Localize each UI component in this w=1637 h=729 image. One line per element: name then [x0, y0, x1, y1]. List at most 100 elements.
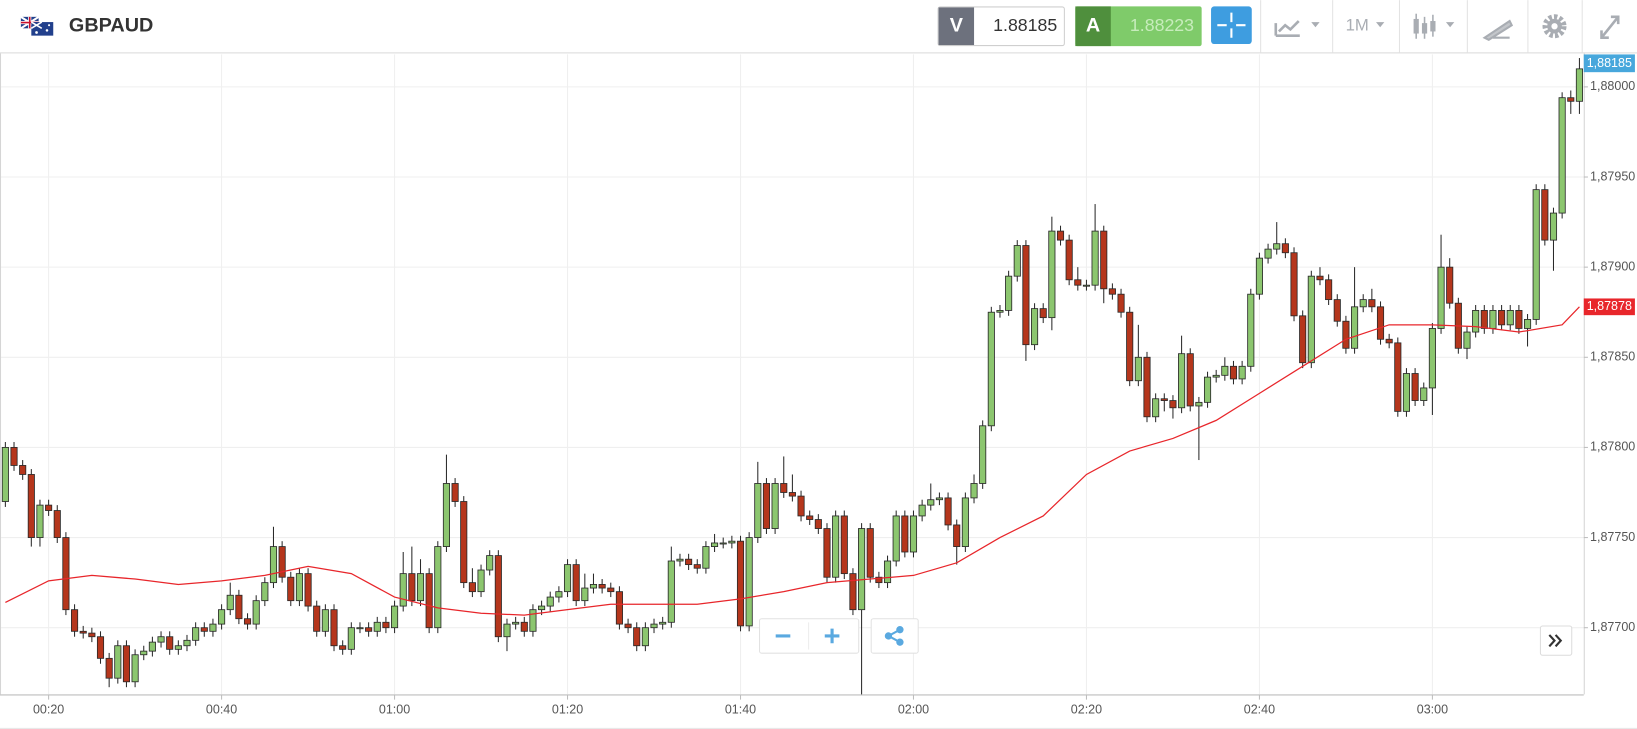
candle-body	[1376, 306, 1385, 340]
candle-body	[10, 447, 18, 466]
candle-body	[53, 510, 61, 538]
candle-body	[892, 515, 900, 562]
candle-body	[330, 609, 338, 647]
candle-body	[1463, 331, 1471, 349]
timeframe-button[interactable]: 1M	[1346, 16, 1385, 35]
candle-body	[736, 540, 745, 627]
candle-body	[45, 504, 53, 511]
candle-body	[563, 564, 572, 593]
candle-body	[486, 555, 494, 571]
candle-body	[1385, 338, 1393, 344]
moving-average-value: 1,87878	[1587, 299, 1632, 313]
candle-body	[114, 645, 122, 679]
candle-body	[1316, 275, 1324, 281]
x-tick-label: 03:00	[1417, 702, 1448, 716]
drawing-button[interactable]	[1482, 19, 1514, 42]
candle-body	[218, 609, 226, 625]
candle-body	[269, 546, 278, 584]
candle-body	[1186, 353, 1194, 407]
toolbar-separators	[1260, 0, 1583, 53]
candle-body	[987, 311, 995, 427]
y-tick-label: 1,87850	[1590, 350, 1635, 364]
candle-body	[572, 564, 580, 602]
candle-body	[1229, 365, 1238, 380]
candle-body	[693, 564, 701, 569]
candle-body	[832, 515, 840, 578]
candle-body	[62, 537, 70, 611]
candle-body	[1567, 97, 1575, 102]
candle-body	[581, 587, 589, 602]
candle-body	[1005, 275, 1013, 311]
candle-body	[1428, 328, 1436, 389]
candle-body	[667, 560, 675, 623]
candle-body	[901, 515, 909, 553]
candle-body	[719, 542, 727, 545]
candle-body	[295, 573, 303, 602]
candle-body	[287, 576, 295, 602]
zoom-in-button[interactable]	[824, 628, 840, 644]
chart-type-button[interactable]	[1413, 13, 1455, 39]
candle-body	[1108, 288, 1116, 295]
y-tick-label: 1,88000	[1590, 79, 1635, 93]
candle-body	[624, 623, 632, 629]
candle-body	[468, 582, 476, 593]
indicators-button[interactable]	[1274, 20, 1320, 37]
sell-button[interactable]: V 1.88185	[937, 6, 1065, 47]
candle-body	[1333, 299, 1341, 322]
candle-body	[650, 623, 658, 629]
candle-body	[1515, 310, 1523, 329]
candle-body	[555, 591, 563, 598]
fullscreen-button[interactable]	[1600, 15, 1620, 40]
candle-body	[1420, 387, 1428, 401]
candle-body	[27, 474, 35, 538]
candle-body	[425, 573, 433, 629]
candle-body	[88, 632, 96, 638]
candle-body	[1411, 373, 1419, 401]
timeframe: 1M	[1346, 16, 1369, 35]
x-tick-label: 02:40	[1244, 702, 1275, 716]
candle-body	[347, 627, 355, 650]
y-tick-label: 1,87900	[1590, 259, 1635, 273]
candle-body	[1480, 310, 1488, 329]
candle-body	[1178, 353, 1186, 409]
candle-body	[512, 621, 520, 625]
candle-body	[382, 621, 390, 629]
header-bar	[0, 0, 1637, 53]
buy-button[interactable]: A 1.88223	[1075, 6, 1202, 47]
scroll-to-end-button[interactable]	[1539, 625, 1573, 656]
candle-body	[849, 573, 857, 611]
candle-body	[1, 447, 9, 502]
candle-body	[788, 492, 796, 497]
candle-body	[1221, 365, 1229, 376]
candle-body	[1022, 245, 1030, 346]
candle-body	[866, 528, 874, 578]
candle-body	[1264, 248, 1272, 259]
candle-body	[1307, 275, 1315, 364]
candle-body	[1065, 239, 1073, 281]
candle-body	[174, 645, 182, 650]
candle-body	[321, 609, 329, 632]
candle-body	[408, 573, 416, 602]
candle-body	[278, 546, 286, 578]
candle-body	[1013, 245, 1021, 277]
candle-body	[754, 483, 762, 538]
moving-average-line	[5, 306, 1580, 616]
candle-body	[105, 657, 113, 679]
candle-body	[71, 609, 79, 632]
candle-body	[607, 587, 615, 593]
candle-body	[615, 591, 623, 625]
settings-button[interactable]	[1542, 14, 1567, 39]
candle-body	[685, 558, 693, 566]
candle-body	[1325, 279, 1333, 301]
candle-body	[365, 627, 373, 632]
share-button[interactable]	[870, 618, 919, 654]
crosshair-button[interactable]	[1211, 6, 1252, 44]
candle-body	[883, 560, 892, 584]
candle-body	[1255, 257, 1263, 295]
candle-body	[1506, 310, 1514, 326]
flag-icon	[20, 15, 54, 36]
candle-body	[252, 600, 260, 625]
candle-body	[806, 515, 814, 520]
sell-label: V	[950, 14, 964, 36]
candle-body	[944, 497, 952, 526]
